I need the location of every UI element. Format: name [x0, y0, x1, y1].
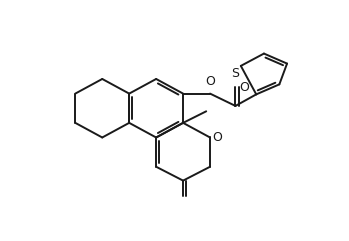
Text: O: O: [205, 75, 215, 88]
Text: O: O: [239, 81, 249, 94]
Text: O: O: [212, 131, 222, 144]
Text: S: S: [231, 67, 239, 80]
